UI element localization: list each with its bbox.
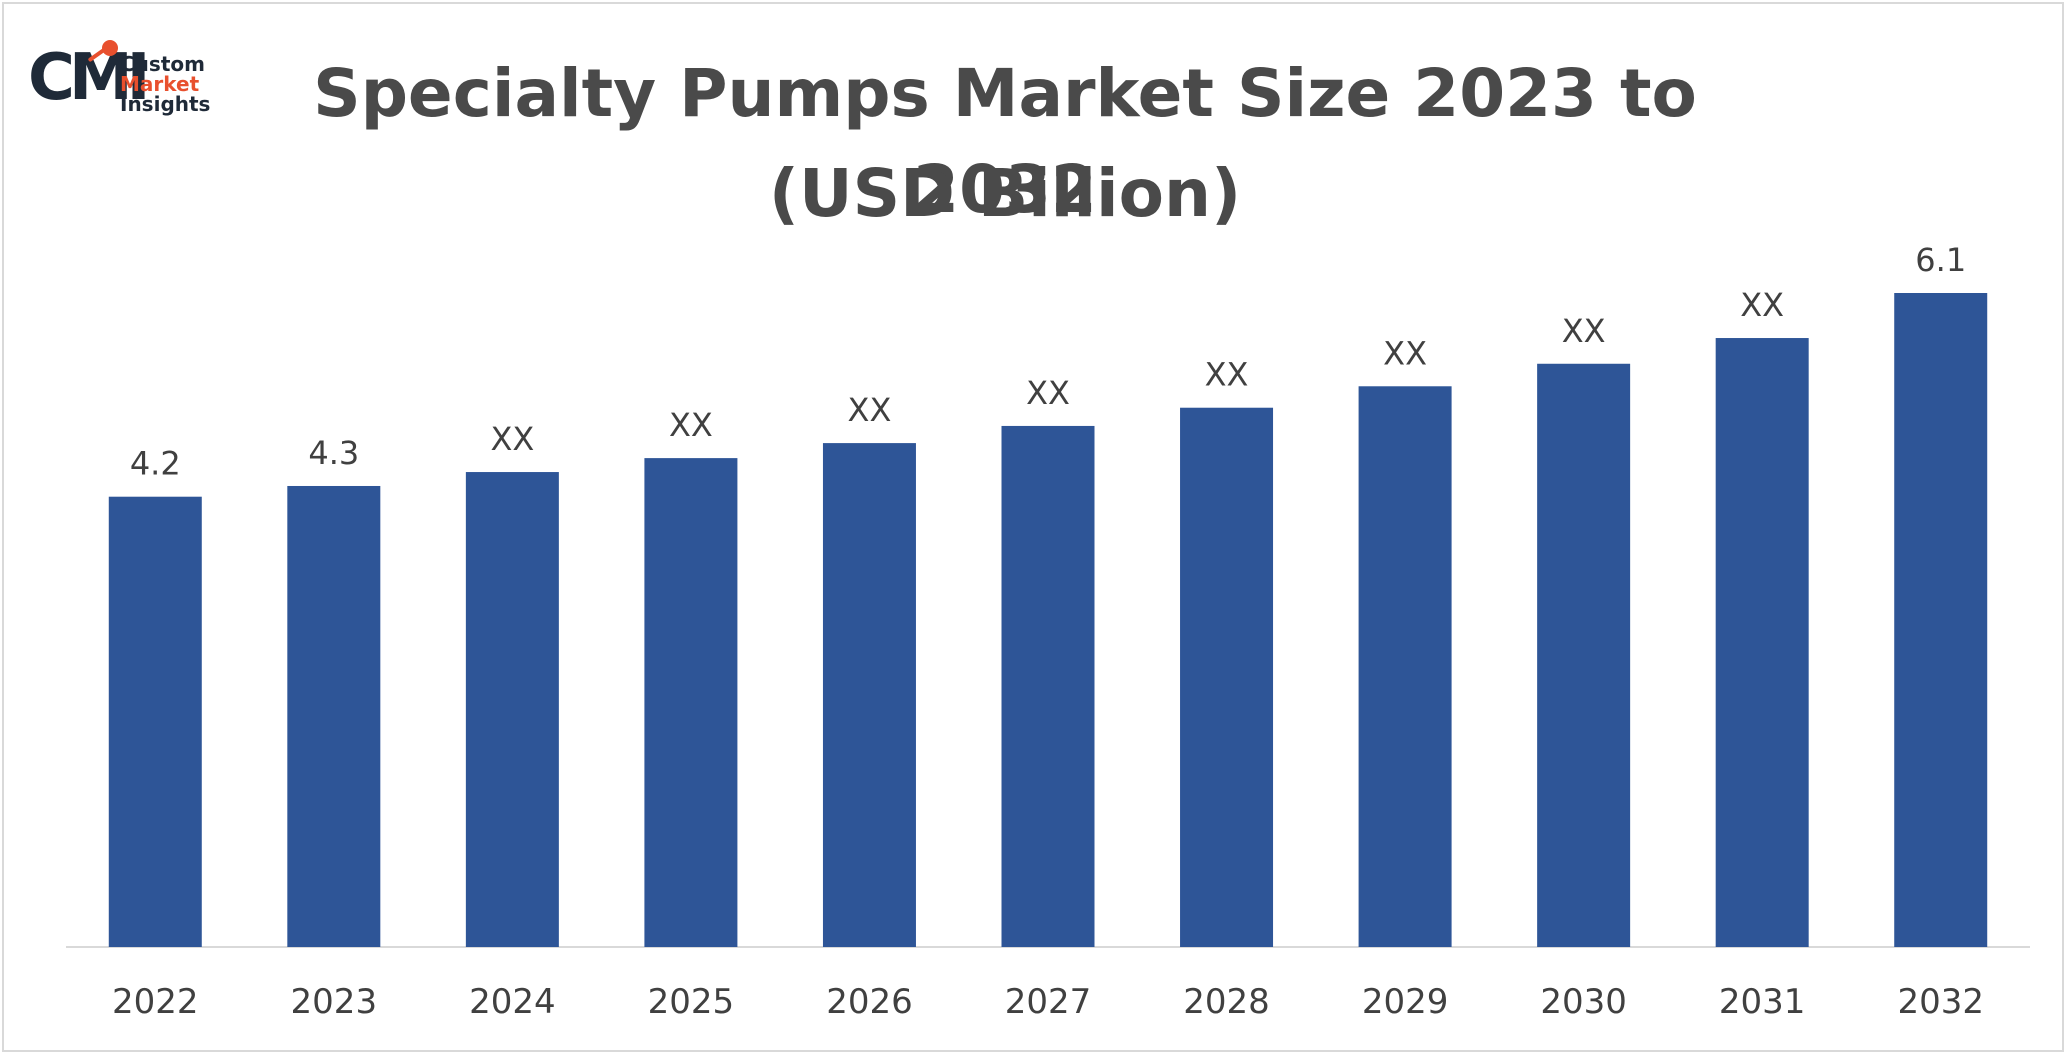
x-tick-label-2023: 2023 (291, 982, 378, 1022)
data-label-2027: XX (1026, 374, 1070, 412)
x-tick-label-2024: 2024 (469, 982, 556, 1022)
bar-2030 (1537, 363, 1631, 948)
bar-2031 (1715, 338, 1809, 947)
data-label-2022: 4.2 (130, 445, 181, 483)
data-label-2032: 6.1 (1915, 241, 1966, 279)
data-label-2024: XX (490, 420, 534, 458)
x-tick-label-2032: 2032 (1897, 982, 1984, 1022)
chart-subtitle: (USD Billion) (768, 155, 1242, 232)
data-label-2023: 4.3 (308, 434, 359, 472)
bar-2028 (1180, 407, 1274, 947)
x-tick-label-2028: 2028 (1183, 982, 1270, 1022)
x-tick-label-2027: 2027 (1005, 982, 1092, 1022)
chart-title: Specialty Pumps Market Size 2023 to 2032 (313, 55, 1697, 228)
bar-2032 (1894, 293, 1988, 947)
bar-2025 (644, 458, 738, 947)
bar-2022 (108, 496, 202, 947)
bar-2029 (1358, 386, 1452, 948)
x-tick-label-2025: 2025 (648, 982, 735, 1022)
logo-line-1: Custom (120, 52, 205, 76)
logo-line-3: Insights (120, 92, 211, 116)
x-tick-label-2031: 2031 (1719, 982, 1806, 1022)
bar-2026 (822, 443, 916, 947)
logo-line-2: Market (120, 72, 200, 96)
logo-wordmark: Custom Market Insights (120, 54, 210, 114)
logo-dot-icon (102, 40, 118, 56)
x-tick-label-2022: 2022 (112, 982, 199, 1022)
company-logo: CMI Custom Market Insights (28, 36, 228, 126)
data-label-2026: XX (848, 391, 892, 429)
bar-2027 (1001, 425, 1095, 947)
data-label-2025: XX (669, 406, 713, 444)
data-label-2031: XX (1740, 286, 1784, 324)
data-label-2028: XX (1205, 356, 1249, 394)
bar-2023 (287, 485, 381, 947)
x-tick-label-2026: 2026 (826, 982, 913, 1022)
data-label-2029: XX (1383, 334, 1427, 372)
x-tick-label-2030: 2030 (1540, 982, 1627, 1022)
bar-2024 (465, 472, 559, 947)
data-label-2030: XX (1562, 312, 1606, 350)
x-tick-label-2029: 2029 (1362, 982, 1449, 1022)
